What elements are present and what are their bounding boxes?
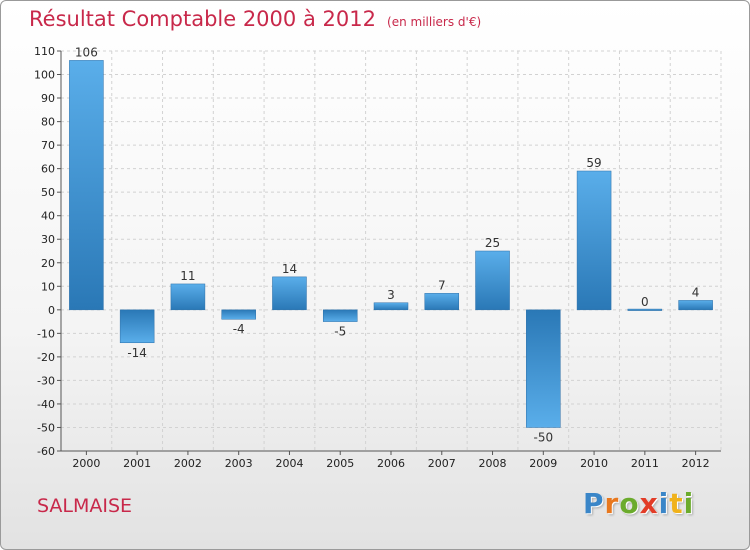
logo-letter: i <box>683 487 695 520</box>
bar-value-label: 3 <box>387 288 395 302</box>
x-tick-label: 2011 <box>631 457 659 470</box>
place-name: SALMAISE <box>37 495 133 517</box>
x-tick-label: 2002 <box>174 457 202 470</box>
logo-letter: t <box>669 487 684 520</box>
bar <box>322 309 358 322</box>
chart-unit-note: (en milliers d'€) <box>387 15 482 29</box>
y-tick-label: 110 <box>34 45 55 58</box>
bar <box>373 302 409 311</box>
y-tick-label: 10 <box>41 280 55 293</box>
y-tick-label: -10 <box>37 327 55 340</box>
bar-value-label: 14 <box>282 262 297 276</box>
y-tick-label: 90 <box>41 92 55 105</box>
plot-area <box>61 51 721 451</box>
bar-value-label: 7 <box>438 278 446 292</box>
y-tick-label: -20 <box>37 351 55 364</box>
x-tick-label: 2006 <box>377 457 405 470</box>
x-tick-label: 2004 <box>275 457 303 470</box>
bar <box>424 293 460 311</box>
bar <box>576 170 612 311</box>
bar-value-label: 0 <box>641 295 649 309</box>
bar-value-label: -50 <box>534 430 554 444</box>
bar <box>272 276 307 311</box>
bar <box>221 309 256 320</box>
y-tick-label: 70 <box>41 139 55 152</box>
bar-value-label: -14 <box>127 346 147 360</box>
bar-value-label: 59 <box>586 156 601 170</box>
y-tick-label: 30 <box>41 233 55 246</box>
bar <box>119 309 155 344</box>
y-tick-label: 50 <box>41 186 55 199</box>
y-tick-label: -60 <box>37 445 55 458</box>
y-tick-label: 20 <box>41 257 55 270</box>
bar-value-label: 106 <box>75 45 98 59</box>
bar <box>627 308 663 311</box>
x-tick-label: 2007 <box>428 457 456 470</box>
y-tick-label: 80 <box>41 116 55 129</box>
bar-value-label: -5 <box>334 325 346 339</box>
bar <box>678 300 713 311</box>
logo-letter: P <box>583 487 605 520</box>
bar-value-label: 11 <box>180 269 195 283</box>
x-tick-label: 2003 <box>225 457 253 470</box>
bar <box>475 250 510 311</box>
logo-letter: x <box>639 487 659 520</box>
bar-value-label: 25 <box>485 236 500 250</box>
y-tick-label: -30 <box>37 374 55 387</box>
chart-title: Résultat Comptable 2000 à 2012 (en milli… <box>29 7 481 31</box>
proxiti-logo[interactable]: Proxiti <box>583 487 694 520</box>
x-tick-label: 2009 <box>529 457 557 470</box>
bar-value-label: -4 <box>233 322 245 336</box>
bar <box>170 283 206 311</box>
x-tick-label: 2000 <box>72 457 100 470</box>
x-tick-label: 2005 <box>326 457 354 470</box>
bar <box>526 309 561 428</box>
logo-letter: r <box>604 487 620 520</box>
y-tick-label: 40 <box>41 210 55 223</box>
x-tick-label: 2001 <box>123 457 151 470</box>
x-tick-label: 2010 <box>580 457 608 470</box>
y-tick-label: 100 <box>34 69 55 82</box>
y-tick-label: 60 <box>41 163 55 176</box>
chart-title-text: Résultat Comptable 2000 à 2012 <box>29 7 376 31</box>
x-tick-label: 2012 <box>682 457 710 470</box>
bar <box>69 60 104 311</box>
logo-letter: o <box>619 487 640 520</box>
y-tick-label: 0 <box>48 304 55 317</box>
y-tick-label: -50 <box>37 421 55 434</box>
y-tick-label: -40 <box>37 398 55 411</box>
logo-letter: i <box>658 487 670 520</box>
x-tick-label: 2008 <box>479 457 507 470</box>
bar-value-label: 4 <box>692 285 700 299</box>
